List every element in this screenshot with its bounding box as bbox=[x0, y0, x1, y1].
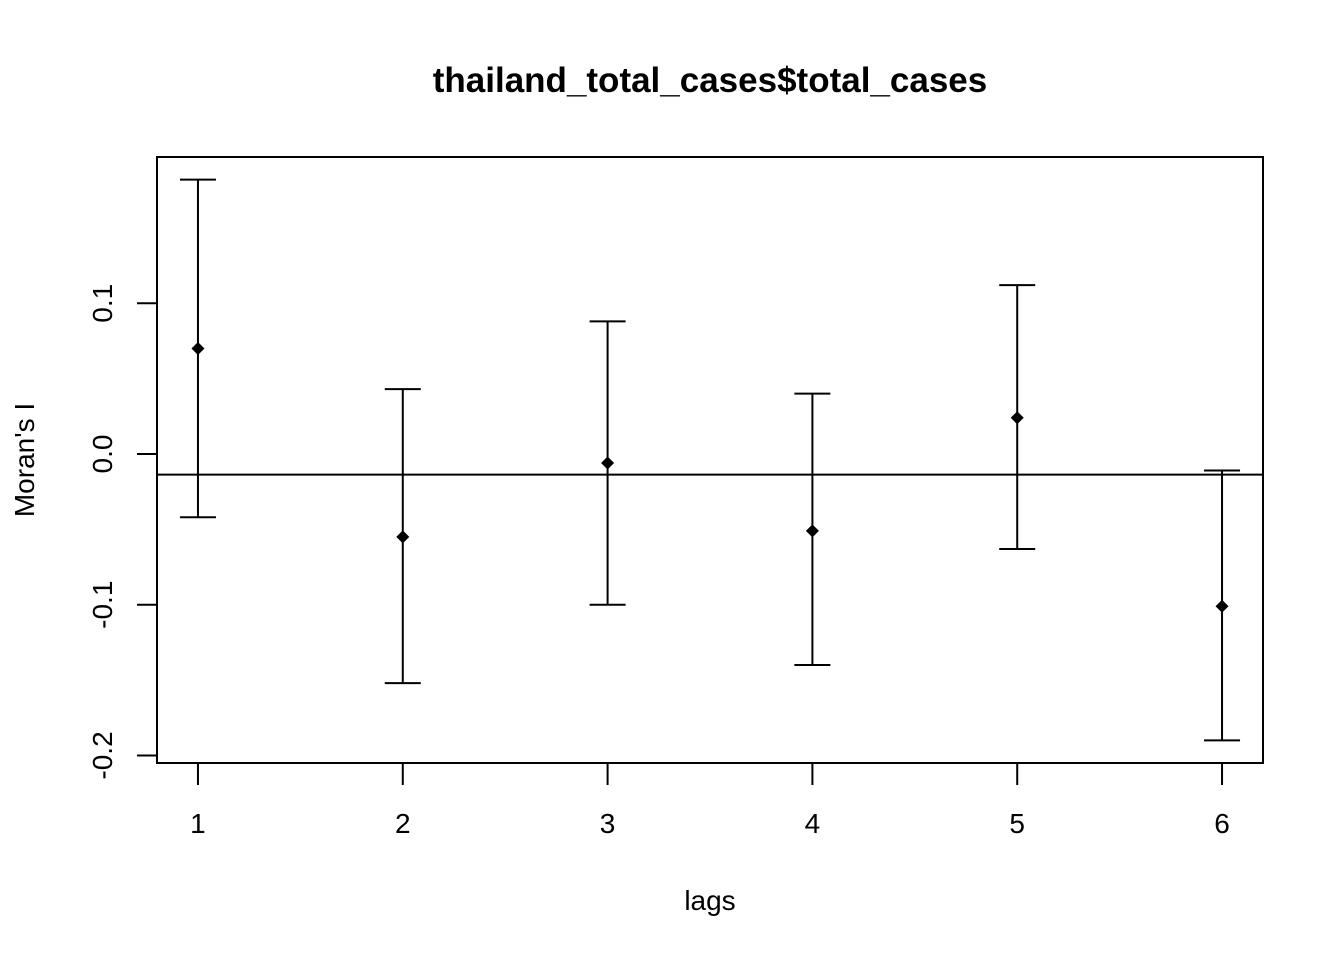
x-tick-label: 2 bbox=[395, 808, 411, 839]
x-tick-label: 4 bbox=[805, 808, 821, 839]
data-point bbox=[396, 530, 410, 544]
y-tick-label: -0.1 bbox=[87, 581, 118, 629]
x-axis-label: lags bbox=[684, 885, 735, 916]
x-axis: 1 2 3 4 5 6 bbox=[190, 762, 1230, 839]
data-point bbox=[1010, 411, 1024, 425]
y-tick-label: 0.1 bbox=[87, 284, 118, 323]
x-tick-label: 3 bbox=[600, 808, 616, 839]
chart-title: thailand_total_cases$total_cases bbox=[433, 61, 987, 100]
x-tick-label: 5 bbox=[1009, 808, 1025, 839]
y-axis-label: Moran's I bbox=[9, 403, 40, 517]
plot-frame bbox=[156, 156, 1264, 764]
x-tick-label: 1 bbox=[190, 808, 206, 839]
data-point bbox=[805, 524, 819, 538]
y-axis: -0.2 -0.1 0.0 0.1 bbox=[87, 284, 158, 780]
points bbox=[191, 341, 1229, 613]
data-point bbox=[191, 341, 205, 355]
y-tick-label: 0.0 bbox=[87, 435, 118, 474]
data-point bbox=[601, 456, 615, 470]
y-tick-label: -0.2 bbox=[87, 731, 118, 779]
error-bars bbox=[179, 178, 1241, 742]
x-tick-label: 6 bbox=[1214, 808, 1230, 839]
data-point bbox=[1215, 599, 1229, 613]
